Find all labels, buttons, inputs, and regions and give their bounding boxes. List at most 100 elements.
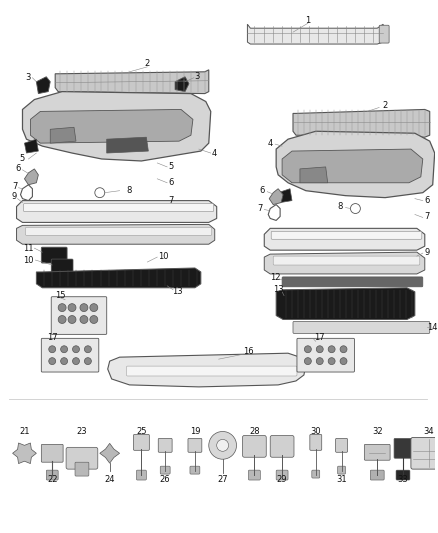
FancyBboxPatch shape [51,259,73,273]
FancyBboxPatch shape [282,277,423,287]
FancyBboxPatch shape [160,466,170,474]
Text: 29: 29 [277,474,287,483]
Text: 10: 10 [23,255,34,264]
Circle shape [58,304,66,312]
Text: 28: 28 [249,427,260,436]
Polygon shape [50,127,76,143]
FancyBboxPatch shape [158,439,172,453]
Text: 9: 9 [424,248,429,256]
Text: 33: 33 [398,474,408,483]
FancyBboxPatch shape [75,462,89,476]
Polygon shape [36,268,201,288]
FancyBboxPatch shape [188,439,202,453]
FancyBboxPatch shape [273,256,420,265]
FancyBboxPatch shape [41,445,63,462]
Text: 26: 26 [160,474,170,483]
Text: 27: 27 [217,474,228,483]
FancyBboxPatch shape [310,434,322,450]
FancyBboxPatch shape [411,438,438,469]
Polygon shape [300,167,328,183]
Text: 21: 21 [19,427,30,436]
Text: 31: 31 [336,474,347,483]
Text: 7: 7 [424,212,429,221]
Text: 9: 9 [12,192,17,201]
Circle shape [85,346,92,353]
FancyBboxPatch shape [243,435,266,457]
FancyBboxPatch shape [370,470,384,480]
Circle shape [304,346,311,353]
Circle shape [90,304,98,312]
Polygon shape [269,189,283,205]
Text: 30: 30 [311,427,321,436]
Text: 6: 6 [260,186,265,195]
Text: 1: 1 [305,16,311,25]
Polygon shape [278,189,292,203]
Polygon shape [276,131,434,198]
FancyBboxPatch shape [248,470,260,480]
Text: 7: 7 [258,204,263,213]
Circle shape [316,346,323,353]
Text: 6: 6 [169,178,174,187]
Circle shape [209,432,237,459]
Circle shape [328,358,335,365]
FancyBboxPatch shape [270,435,294,457]
Text: 23: 23 [77,427,87,436]
FancyBboxPatch shape [364,445,390,460]
FancyBboxPatch shape [338,466,346,474]
Text: 25: 25 [136,427,147,436]
FancyBboxPatch shape [396,470,410,480]
Circle shape [85,358,92,365]
Text: 32: 32 [372,427,382,436]
Polygon shape [247,24,383,44]
Polygon shape [293,109,430,137]
Text: 5: 5 [20,155,25,164]
FancyBboxPatch shape [394,439,412,458]
Text: 11: 11 [23,244,34,253]
Text: 13: 13 [172,287,182,296]
Text: 24: 24 [104,474,115,483]
Text: 15: 15 [55,291,65,300]
Text: 10: 10 [158,252,169,261]
Text: 17: 17 [314,333,325,342]
Circle shape [49,358,56,365]
Polygon shape [108,353,306,387]
Polygon shape [30,109,193,143]
FancyBboxPatch shape [293,321,430,333]
Circle shape [328,346,335,353]
Circle shape [80,316,88,324]
Circle shape [340,358,347,365]
Polygon shape [22,92,211,161]
Circle shape [340,346,347,353]
Circle shape [68,304,76,312]
Circle shape [58,316,66,324]
Circle shape [80,304,88,312]
FancyBboxPatch shape [127,366,297,376]
FancyBboxPatch shape [134,434,149,450]
Text: 4: 4 [212,149,217,158]
Polygon shape [264,228,425,250]
Text: 34: 34 [424,427,434,436]
Text: 14: 14 [427,323,438,332]
Polygon shape [55,70,209,94]
Circle shape [68,316,76,324]
Text: 22: 22 [47,474,57,483]
Text: 3: 3 [26,73,31,82]
FancyBboxPatch shape [297,338,354,372]
FancyBboxPatch shape [379,25,389,43]
Text: 7: 7 [169,196,174,205]
Text: 4: 4 [268,139,273,148]
Text: 17: 17 [47,333,57,342]
Polygon shape [36,77,50,94]
Text: 13: 13 [273,285,283,294]
Circle shape [304,358,311,365]
FancyBboxPatch shape [312,470,320,478]
Text: 2: 2 [382,101,388,110]
Polygon shape [13,443,36,464]
Text: 7: 7 [12,182,17,191]
Polygon shape [17,224,215,244]
Polygon shape [264,252,425,274]
Circle shape [49,346,56,353]
FancyBboxPatch shape [336,439,347,453]
Text: 12: 12 [270,273,280,282]
Text: 6: 6 [16,164,21,173]
